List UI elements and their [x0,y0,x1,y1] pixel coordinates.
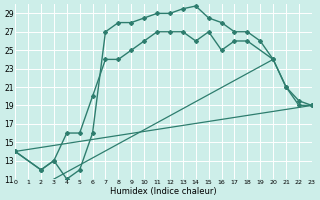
X-axis label: Humidex (Indice chaleur): Humidex (Indice chaleur) [110,187,217,196]
